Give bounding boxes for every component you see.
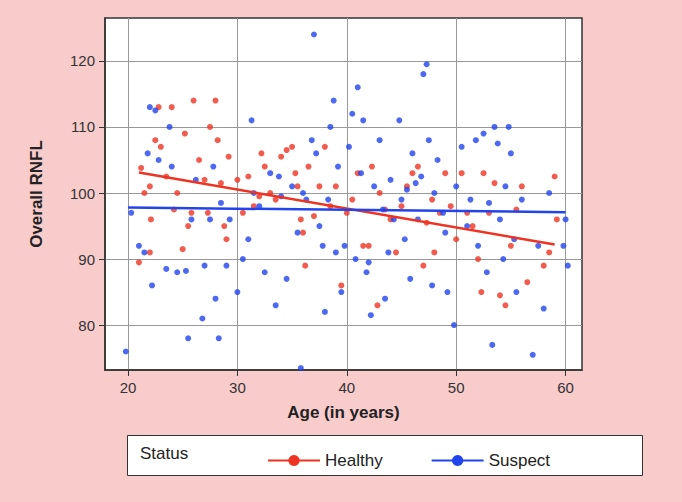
- svg-text:100: 100: [70, 185, 95, 202]
- svg-text:Age (in years): Age (in years): [287, 403, 399, 422]
- svg-text:Healthy: Healthy: [325, 451, 383, 470]
- svg-text:Overall RNFL: Overall RNFL: [27, 140, 46, 248]
- svg-text:30: 30: [229, 379, 246, 396]
- svg-text:90: 90: [78, 251, 95, 268]
- svg-text:20: 20: [120, 379, 137, 396]
- svg-text:60: 60: [557, 379, 574, 396]
- svg-text:50: 50: [448, 379, 465, 396]
- svg-text:80: 80: [78, 317, 95, 334]
- svg-text:Status: Status: [140, 444, 188, 463]
- svg-text:40: 40: [338, 379, 355, 396]
- svg-text:110: 110: [71, 118, 95, 135]
- svg-text:Suspect: Suspect: [489, 451, 551, 470]
- svg-text:120: 120: [70, 52, 95, 69]
